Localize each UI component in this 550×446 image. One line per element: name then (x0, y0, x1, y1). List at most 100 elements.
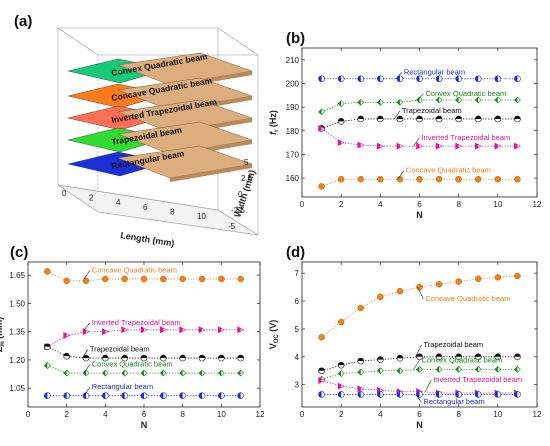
data-point (318, 75, 325, 83)
data-point (455, 353, 462, 361)
annotation-arrow (81, 349, 89, 359)
panel-b: (b) 0 2 4 6 8 10 12 160 170 180 190 200 210 Nfr (Hz) Re… (268, 30, 542, 220)
data-point (44, 392, 51, 400)
annotation-arrow (83, 270, 91, 280)
y-tick-label: 170 (286, 150, 300, 159)
data-point (179, 392, 186, 400)
data-point (494, 115, 502, 123)
annotation-arrow (395, 72, 403, 79)
series-convex-quadratic-beam (318, 96, 521, 116)
data-point (396, 288, 404, 295)
data-point (337, 370, 345, 377)
data-point (357, 304, 364, 312)
data-point (474, 115, 482, 123)
data-point (179, 369, 187, 377)
series-line (321, 118, 518, 129)
data-point (121, 369, 129, 377)
data-point (140, 275, 148, 283)
layer-5: Rectangular beam (67, 145, 253, 182)
y-tick-label: 1.20 (9, 356, 25, 365)
data-point (514, 142, 522, 150)
annotation-label: Convex Quadratic beam (425, 89, 506, 98)
data-point (318, 108, 326, 116)
data-point (474, 353, 482, 361)
data-point (140, 354, 148, 362)
data-point (396, 115, 404, 123)
data-point (513, 365, 521, 373)
data-point (474, 142, 482, 150)
data-point (357, 75, 365, 83)
data-point (494, 75, 502, 83)
annotation-arrow (417, 93, 424, 101)
series-inverted-trapezoidal-beam (318, 124, 522, 150)
panel-d: (d) 0 2 4 6 8 10 12 3 4 5 6 7 N VOC (V) Concave Quadrat… (268, 244, 542, 430)
width-tick: 2.5 (241, 174, 253, 183)
series-concave-quadratic-beam (44, 268, 244, 285)
data-point (63, 369, 71, 377)
data-point (82, 354, 90, 362)
y-tick-label: 4 (295, 353, 300, 362)
box-bottom-front (57, 184, 219, 211)
data-point (218, 392, 225, 400)
data-point (237, 392, 244, 400)
length-tick: 6 (143, 203, 148, 212)
data-point (396, 176, 404, 183)
data-point (455, 115, 462, 123)
data-point (198, 275, 206, 283)
data-point (416, 176, 423, 183)
data-point (337, 75, 345, 83)
annotation-label: Inverted Trapezoidal beam (433, 375, 522, 384)
data-point (376, 367, 384, 375)
data-point (435, 115, 443, 123)
y-axis-label: Zm (mm) (0, 317, 6, 352)
series-trapezoidal-beam (318, 115, 521, 132)
data-point (435, 96, 443, 104)
x-tick-label: 10 (217, 410, 226, 419)
x-tick-label: 4 (378, 410, 383, 419)
data-point (494, 365, 502, 373)
data-point (160, 326, 168, 334)
annotation-arrow (83, 386, 91, 396)
annotation-arrow (83, 322, 91, 330)
panel-letter: (d) (286, 244, 305, 261)
data-point (159, 369, 167, 377)
x-tick-label: 8 (180, 410, 185, 419)
data-point (63, 331, 71, 339)
data-point (337, 100, 345, 108)
x-tick-label: 2 (339, 410, 344, 419)
data-point (474, 96, 482, 104)
data-point (435, 75, 443, 83)
x-tick-label: 6 (142, 410, 147, 419)
panel-letter: (b) (286, 30, 305, 47)
series-rectangular-beam (318, 75, 521, 83)
data-point (82, 392, 90, 400)
data-point (357, 368, 365, 376)
axes-3d: 0 2 4 6 8 10 5 2.5 0 -2.5 -5 (62, 158, 253, 231)
data-point (140, 326, 148, 334)
data-point (435, 176, 443, 183)
data-point (514, 115, 521, 123)
x-tick-label: 0 (26, 410, 31, 419)
data-point (357, 176, 364, 183)
annotation-label: Concave Quadratic beam (406, 166, 491, 175)
data-point (416, 75, 423, 83)
data-point (160, 275, 167, 283)
data-point (82, 328, 90, 336)
y-tick-label: 1.65 (9, 271, 25, 280)
x-tick-label: 0 (300, 410, 305, 419)
data-point (82, 369, 90, 377)
data-point (102, 354, 109, 362)
data-point (455, 176, 462, 183)
panel-c: (c) 0 2 4 6 8 10 12 1.05 1.20 1.35 1.50 1.65 N Zm (mm)… (0, 244, 265, 430)
layer-1: Convex Quadratic beam (67, 51, 253, 89)
series-trapezoidal-beam (44, 343, 244, 362)
data-point (494, 353, 502, 361)
annotation-arrow (393, 110, 401, 120)
data-point (102, 275, 109, 283)
length-tick: 8 (170, 207, 175, 216)
annotation-label: Rectangular beam (92, 382, 153, 391)
data-point (474, 75, 482, 83)
plot-frame (301, 261, 538, 408)
data-point (357, 391, 365, 398)
